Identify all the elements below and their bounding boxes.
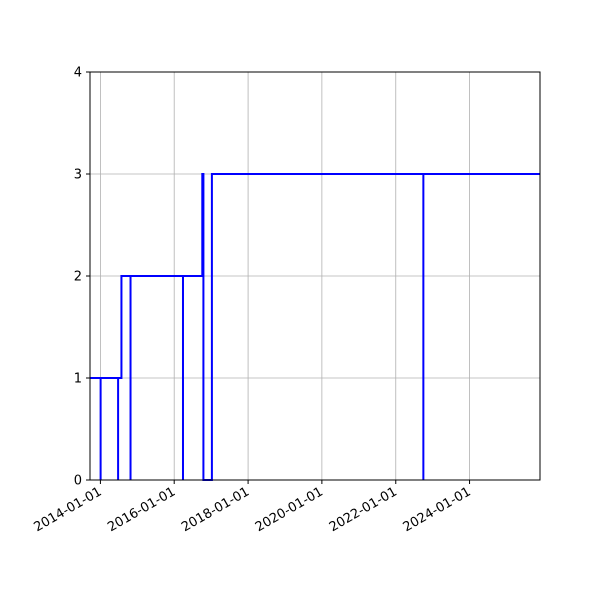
series-line (90, 173, 540, 481)
y-tick-label: 2 (74, 270, 82, 285)
x-tick-label: 2018-01-01 (179, 484, 252, 535)
x-axis: 2014-01-01 2016-01-01 2018-01-01 2020-01-01… (31, 480, 474, 535)
x-tick-label: 2022-01-01 (327, 484, 400, 535)
y-tick-label: 3 (74, 168, 82, 183)
x-tick-label: 2020-01-01 (253, 484, 326, 535)
y-tick-label: 4 (74, 66, 82, 81)
x-tick-label: 2014-01-01 (31, 484, 104, 535)
x-tick-label: 2016-01-01 (105, 484, 178, 535)
x-tick-label: 2024-01-01 (401, 484, 474, 535)
y-tick-label: 1 (74, 372, 82, 387)
y-axis: 0 1 2 3 4 (74, 66, 90, 489)
y-tick-label: 0 (74, 474, 82, 489)
series (90, 173, 540, 481)
